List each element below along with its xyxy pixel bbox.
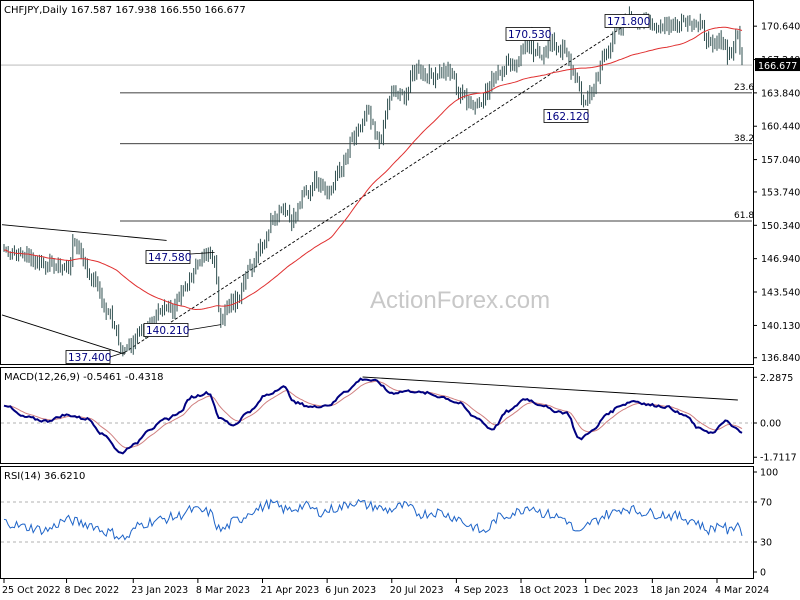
time-tick-label: 21 Apr 2023: [261, 585, 320, 596]
time-tick-label: 4 Sep 2023: [454, 585, 508, 596]
rsi-chart-title: RSI(14) 36.6210: [4, 471, 85, 482]
macd-chart-title: MACD(12,26,9) -0.5461 -0.4318: [4, 372, 164, 383]
time-tick-label: 6 Jun 2023: [325, 585, 376, 596]
price-tick-label: 153.740: [761, 187, 800, 198]
rsi-tick-label: 70: [760, 498, 772, 509]
time-tick-label: 25 Oct 2022: [2, 585, 61, 596]
watermark: ActionForex.com: [370, 287, 550, 314]
fib-label: 38.2: [734, 134, 754, 144]
time-tick-label: 18 Oct 2023: [519, 585, 578, 596]
time-tick-label: 18 Jan 2024: [650, 585, 707, 596]
price-tick-label: 146.940: [761, 254, 800, 265]
rsi-tick-label: 30: [760, 538, 772, 549]
time-tick-label: 23 Jan 2023: [131, 585, 188, 596]
time-tick-label: 8 Dec 2022: [65, 585, 120, 596]
macd-tick-label: 2.2875: [760, 373, 793, 384]
time-tick-label: 1 Dec 2023: [584, 585, 639, 596]
price-tick-label: 170.640: [761, 22, 800, 33]
price-tick-label: 143.540: [761, 288, 800, 299]
fib-label: 23.6: [734, 83, 754, 93]
macd-tick-label: 0.00: [760, 419, 781, 430]
price-tick-label: 157.040: [761, 155, 800, 166]
annotation-label: 140.210: [146, 325, 189, 337]
price-tick-label: 136.840: [761, 353, 800, 364]
fib-label: 61.8: [734, 211, 754, 221]
time-tick-label: 8 Mar 2023: [196, 585, 250, 596]
time-tick-label: 4 Mar 2024: [715, 585, 769, 596]
price-chart-title: CHFJPY,Daily 167.587 167.938 166.550 166…: [4, 5, 246, 16]
annotation-label: 162.120: [546, 111, 589, 123]
current-price-label: 166.677: [758, 61, 797, 72]
macd-tick-label: -1.7117: [760, 453, 797, 464]
price-tick-label: 150.340: [761, 221, 800, 232]
annotation-label: 170.530: [508, 29, 551, 41]
rsi-tick-label: 0: [760, 568, 766, 579]
annotation-label: 137.400: [68, 352, 111, 364]
annotation-label: 147.580: [148, 252, 191, 264]
time-tick-label: 20 Jul 2023: [390, 585, 444, 596]
rsi-tick-label: 100: [760, 468, 778, 479]
price-tick-label: 160.440: [761, 122, 800, 133]
price-tick-label: 163.840: [761, 88, 800, 99]
price-tick-label: 140.130: [761, 321, 800, 332]
annotation-label: 171.800: [607, 16, 650, 28]
